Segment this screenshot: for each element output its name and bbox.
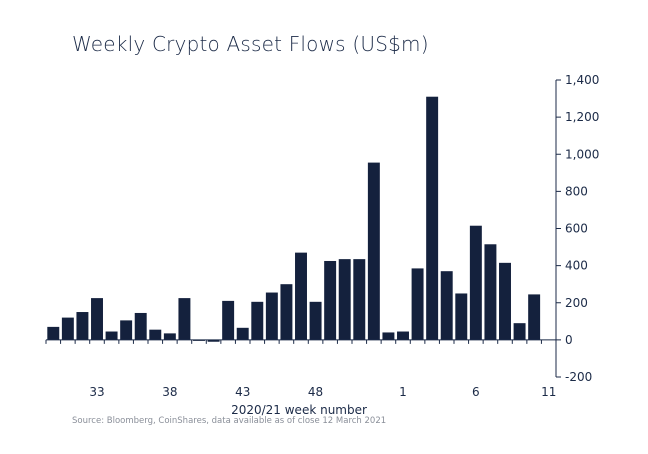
x-tick-label: 33 <box>89 385 104 399</box>
bar-week-47 <box>295 252 307 340</box>
y-tick-label: 200 <box>565 296 588 310</box>
y-tick-label: 600 <box>565 222 588 236</box>
y-tick-label: 400 <box>565 259 588 273</box>
chart-title: Weekly Crypto Asset Flows (US$m) <box>72 32 429 56</box>
bar-week-52 <box>367 162 380 340</box>
bar-week-4 <box>440 271 453 340</box>
bar-week-39 <box>178 298 191 340</box>
bar-week-49 <box>324 260 337 340</box>
bar-week-33 <box>91 298 103 340</box>
y-tick-label: 1,000 <box>565 147 599 161</box>
y-tick-label: -200 <box>565 370 592 384</box>
bar-week-34 <box>105 331 118 340</box>
bar-week-3 <box>426 96 439 340</box>
y-tick-label: 800 <box>565 184 588 198</box>
bar-week-45 <box>265 292 278 340</box>
y-tick-label: 1,200 <box>565 110 599 124</box>
x-tick-label: 38 <box>162 385 177 399</box>
source-note: Source: Bloomberg, CoinShares, data avai… <box>72 416 387 426</box>
x-tick-label: 48 <box>308 385 323 399</box>
bar-week-35 <box>120 320 133 340</box>
bar-week-8 <box>499 262 511 340</box>
bar-week-7 <box>484 244 497 340</box>
bar-week-46 <box>280 284 293 340</box>
bar-week-41 <box>207 339 220 342</box>
y-tick-label: 0 <box>565 333 573 347</box>
bar-week-51 <box>353 259 366 340</box>
bar-week-32 <box>76 312 89 340</box>
bar-week-31 <box>61 317 74 340</box>
bar-week-30 <box>47 326 60 340</box>
bar-week-36 <box>134 312 147 340</box>
bar-week-42 <box>222 300 235 340</box>
bar-week-2 <box>411 268 424 340</box>
bar-week-50 <box>338 259 351 340</box>
bar-week-53 <box>382 332 395 340</box>
y-tick-label: 1,400 <box>565 73 599 87</box>
bar-week-38 <box>163 333 176 340</box>
x-tick-label: 11 <box>541 385 556 399</box>
bar-week-43 <box>236 327 249 340</box>
bar-week-6 <box>469 225 482 340</box>
x-tick-label: 6 <box>472 385 480 399</box>
bar-week-10 <box>528 294 541 340</box>
bar-week-9 <box>513 323 526 340</box>
x-axis-label: 2020/21 week number <box>231 403 367 417</box>
bar-week-5 <box>455 293 468 340</box>
bar-week-37 <box>149 329 162 340</box>
bar-week-44 <box>251 301 264 340</box>
x-tick-label: 43 <box>235 385 250 399</box>
bar-week-48 <box>309 301 322 340</box>
bar-week-1 <box>397 331 409 340</box>
x-tick-label: 1 <box>399 385 407 399</box>
bar-week-40 <box>193 339 205 341</box>
